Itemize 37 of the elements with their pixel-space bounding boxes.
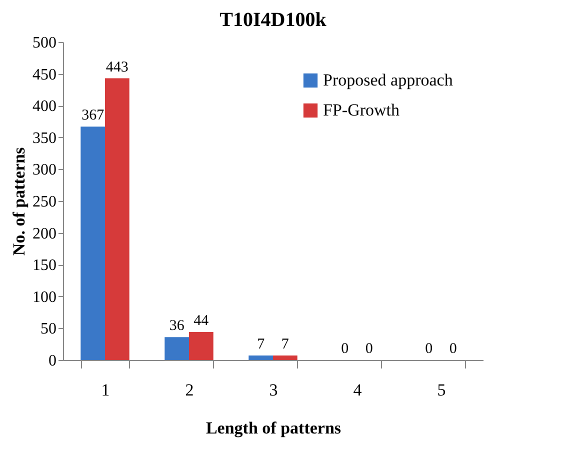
y-tick-label: 250 (32, 194, 56, 210)
y-tick-label: 100 (32, 288, 56, 306)
y-tick-label: 500 (32, 34, 56, 52)
data-label: 44 (194, 313, 210, 330)
data-label: 36 (169, 318, 185, 334)
chart-title: T10I4D100k (220, 9, 328, 31)
y-tick-label: 350 (32, 130, 56, 147)
data-label: 0 (341, 341, 349, 357)
data-label: 0 (365, 341, 373, 357)
y-tick-label: 300 (32, 162, 56, 179)
data-label: 0 (449, 341, 457, 357)
x-tick-label: 2 (185, 380, 194, 400)
y-tick-label: 50 (40, 320, 56, 338)
data-label: 0 (425, 341, 433, 357)
data-label: 7 (257, 336, 266, 353)
bar (189, 332, 214, 360)
x-axis-title: Length of patterns (206, 418, 342, 438)
legend-label: FP-Growth (323, 100, 400, 120)
x-tick-label: 3 (269, 380, 278, 400)
data-label: 443 (106, 59, 128, 76)
x-tick-label: 1 (101, 380, 110, 400)
y-tick-label: 450 (32, 66, 56, 84)
bar (164, 337, 189, 360)
y-tick-label: 400 (32, 98, 56, 116)
legend-label: Proposed approach (323, 70, 454, 90)
bar (105, 78, 130, 360)
y-tick-label: 200 (32, 225, 56, 242)
y-tick-label: 0 (48, 352, 56, 370)
data-label: 7 (281, 336, 290, 353)
bar (248, 356, 273, 360)
y-tick-label: 150 (32, 257, 56, 274)
bar (273, 356, 298, 360)
y-axis-title: No. of patterns (10, 147, 28, 256)
bar (80, 126, 105, 360)
data-label: 367 (82, 108, 105, 124)
x-tick-label: 4 (353, 380, 362, 400)
x-tick-label: 5 (437, 380, 446, 400)
